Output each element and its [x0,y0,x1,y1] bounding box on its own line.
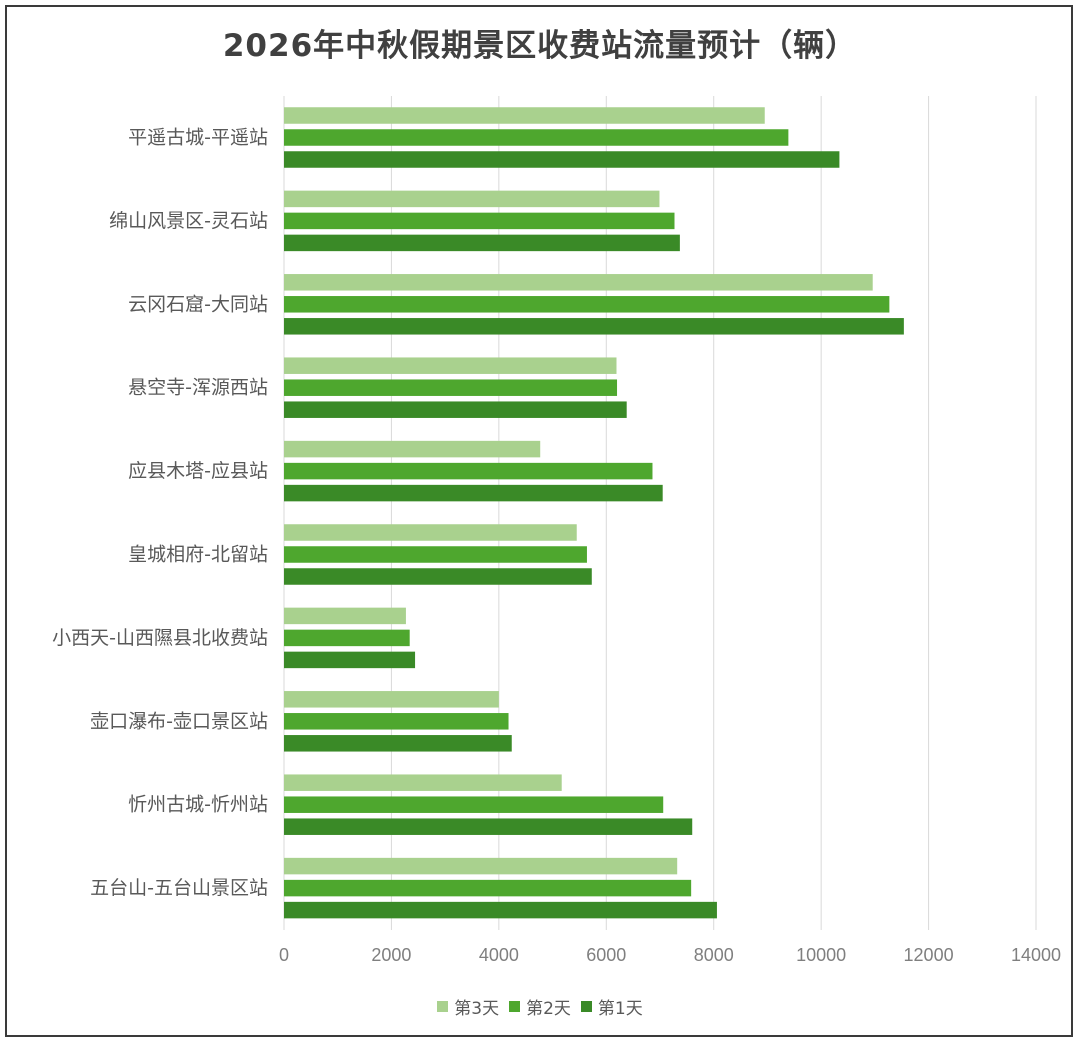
x-tick-label: 14000 [1011,945,1061,965]
x-tick-label: 2000 [371,945,411,965]
bar [284,379,618,396]
category-label: 五台山-五台山景区站 [90,877,268,899]
bar [284,818,693,835]
bar [284,857,678,875]
bar [284,484,663,502]
bar [284,318,904,335]
category-label: 悬空寺-浑源西站 [128,377,268,399]
bar [284,129,789,146]
legend-item-day1: 第1天 [580,994,643,1019]
bar [284,274,873,291]
bar [284,568,592,585]
legend-swatch-day2 [509,1001,521,1012]
legend-label-day1: 第1天 [597,999,643,1019]
bar [284,212,675,230]
x-tick-label: 8000 [694,945,734,965]
bar [284,629,410,647]
chart-legend: 第3天 第2天 第1天 [0,994,1080,1019]
x-tick-label: 6000 [586,945,626,965]
bar [284,607,406,625]
category-label: 小西天-山西隰县北收费站 [52,627,268,649]
legend-item-day2: 第2天 [509,994,571,1019]
bar [284,440,541,458]
bar [284,879,692,897]
bar [284,151,840,168]
bar [284,524,577,541]
category-label: 平遥古城-平遥站 [128,127,268,149]
legend-item-day3: 第3天 [437,994,499,1019]
bar [284,107,765,124]
bar [284,190,660,208]
bar [284,901,717,919]
bar [284,774,562,791]
bar [284,735,512,752]
legend-swatch-day1 [580,1001,592,1012]
bar [284,401,627,418]
x-tick-label: 10000 [796,945,846,965]
chart-title: 2026年中秋假期景区收费站流量预计（辆） [222,28,858,64]
category-label: 壶口瀑布-壶口景区站 [90,710,268,732]
legend-swatch-day3 [437,1001,449,1012]
x-tick-label: 4000 [479,945,519,965]
bar [284,796,664,813]
category-label: 云冈石窟-大同站 [128,293,268,315]
legend-label-day3: 第3天 [454,999,500,1019]
bar [284,296,890,313]
bar [284,713,509,730]
bar [284,546,587,563]
category-label: 绵山风景区-灵石站 [109,210,268,232]
bar [284,234,680,252]
x-tick-label: 12000 [904,945,954,965]
legend-label-day2: 第2天 [526,999,571,1019]
bar [284,691,499,708]
x-tick-label: 0 [279,945,289,965]
bar [284,357,617,374]
bar [284,462,653,480]
category-label: 皇城相府-北留站 [128,544,268,566]
category-label: 应县木塔-应县站 [128,460,268,482]
bar [284,651,416,669]
category-label: 忻州古城-忻州站 [128,794,268,816]
